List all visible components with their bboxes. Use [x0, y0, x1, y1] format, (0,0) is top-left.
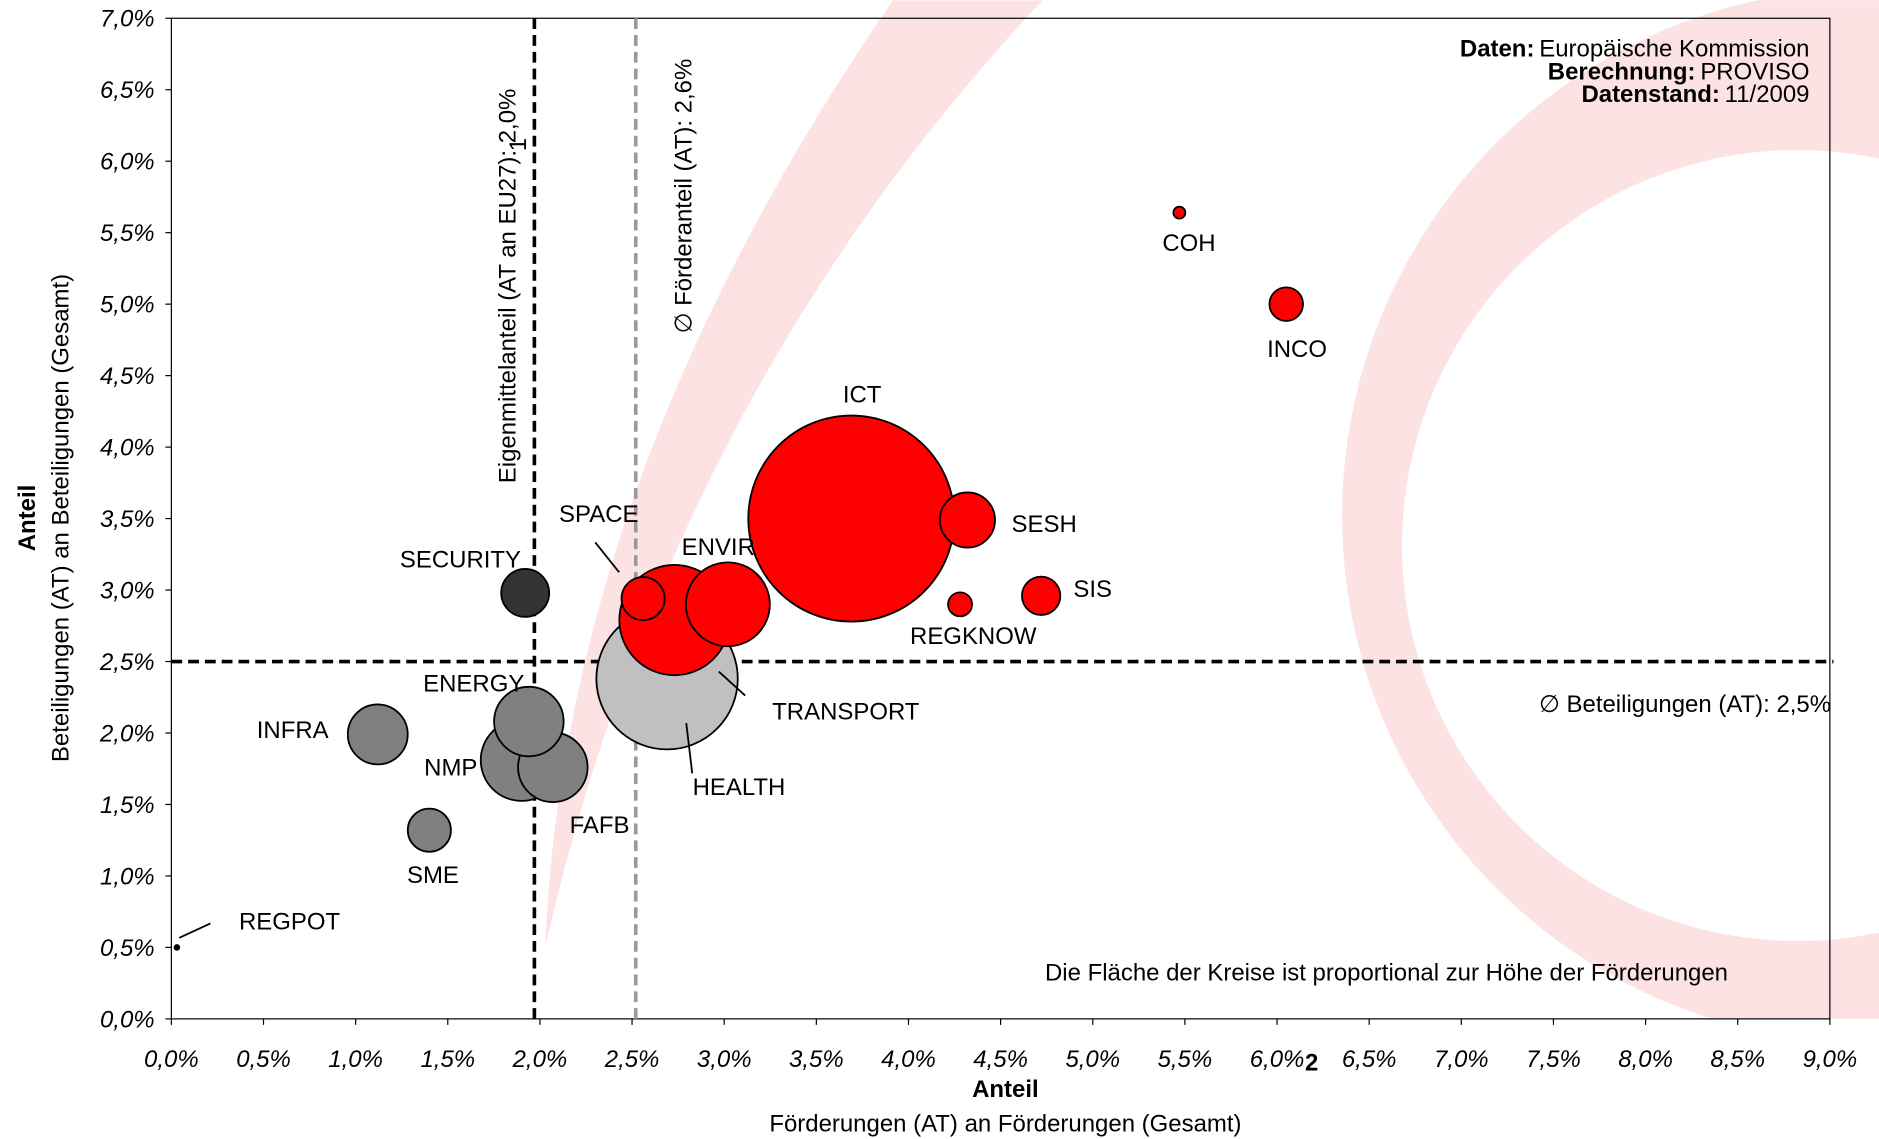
bubble-label: ICT — [843, 381, 882, 408]
x-tick-label: 0,5% — [236, 1046, 291, 1073]
x-tick-label: 8,0% — [1618, 1046, 1673, 1073]
reference-label: ∅ Beteiligungen (AT): 2,5% — [1539, 691, 1831, 718]
source-key: Datenstand: — [1581, 81, 1719, 108]
bubble — [346, 703, 409, 766]
reference-note: 1 — [505, 138, 532, 151]
bubble — [406, 807, 452, 853]
ring-inner — [1402, 150, 1879, 941]
y-axis-subtitle: Beteiligungen (AT) an Beteiligungen (Ges… — [47, 274, 74, 762]
bubble — [500, 568, 551, 618]
reference-label: Eigenmittelanteil (AT an EU27): 2,0% — [494, 89, 521, 484]
x-tick-label: 4,0% — [881, 1046, 936, 1073]
y-tick-label: 0,0% — [100, 1006, 155, 1033]
source-key: Berechnung: — [1548, 58, 1696, 85]
source-line: Datenstand: 11/2009 — [1581, 81, 1809, 108]
bubble-label: FAFB — [570, 812, 630, 839]
bubble — [1172, 205, 1187, 220]
y-axis-title: Anteil — [14, 485, 41, 552]
bubble-label: REGKNOW — [910, 623, 1037, 650]
y-tick-label: 1,5% — [100, 792, 155, 819]
bubble-label: SME — [407, 862, 459, 889]
bubble — [620, 576, 666, 622]
bubble-label: SESH — [1012, 511, 1077, 538]
bubble-label: INFRA — [257, 717, 329, 744]
leader-line — [178, 922, 211, 939]
plot-layer: 0,0% 0,5% 1,0% 1,5% 2,0% 2,5% 3,0% 3,5% 4,0% 4,5%… — [14, 6, 1857, 1138]
y-tick-label: 5,0% — [100, 292, 155, 319]
bubble — [747, 414, 956, 623]
bubble — [493, 685, 565, 758]
x-axis-note: 2 — [1305, 1049, 1318, 1076]
source-line: Berechnung: PROVISO — [1548, 58, 1810, 85]
y-tick-label: 2,5% — [99, 649, 155, 676]
y-tick-label: 0,5% — [100, 935, 155, 962]
bubble-label: HEALTH — [693, 774, 786, 801]
bubble-label: SECURITY — [400, 547, 521, 574]
x-tick-label: 9,0% — [1803, 1046, 1858, 1073]
y-tick-label: 3,5% — [100, 506, 155, 533]
x-tick-label: 2,0% — [512, 1046, 568, 1073]
y-tick-label: 6,0% — [100, 149, 155, 176]
leader-line — [594, 541, 620, 573]
y-tick-label: 6,5% — [100, 77, 155, 104]
bubble-label: ENERGY — [423, 671, 524, 698]
reference-label: ∅ Förderanteil (AT): 2,6% — [670, 59, 697, 334]
x-tick-label: 5,5% — [1158, 1046, 1213, 1073]
bubble — [173, 944, 181, 951]
y-tick-label: 1,0% — [100, 863, 155, 890]
y-tick-label: 7,0% — [100, 6, 155, 33]
leader-line — [718, 670, 746, 697]
bubble-label: INCO — [1267, 336, 1327, 363]
source-value: 11/2009 — [1725, 81, 1810, 108]
source-value: Europäische Kommission — [1539, 36, 1809, 63]
y-tick-label: 4,0% — [100, 434, 155, 461]
bubble-label: REGPOT — [239, 908, 341, 935]
x-tick-label: 1,5% — [420, 1046, 475, 1073]
bubble — [685, 561, 771, 648]
x-tick-label: 6,0% — [1250, 1046, 1305, 1073]
bubble-label: TRANSPORT — [772, 699, 920, 726]
x-tick-label: 3,5% — [789, 1046, 844, 1073]
y-tick-label: 3,0% — [100, 577, 155, 604]
bubble — [947, 591, 973, 618]
bubble — [1268, 286, 1304, 322]
bubble-label: ENVIR — [682, 534, 755, 561]
x-tick-label: 8,5% — [1710, 1046, 1765, 1073]
bubble-label: SPACE — [559, 501, 638, 528]
x-tick-label: 1,0% — [328, 1046, 383, 1073]
x-tick-label: 0,0% — [144, 1046, 199, 1073]
y-tick-label: 4,5% — [100, 363, 155, 390]
x-tick-label: 7,5% — [1526, 1046, 1581, 1073]
source-value: PROVISO — [1700, 58, 1809, 85]
x-axis-title: Anteil — [972, 1076, 1039, 1103]
source-line: Daten: Europäische Kommission — [1460, 36, 1810, 63]
x-tick-label: 6,5% — [1342, 1046, 1397, 1073]
y-tick-label: 5,5% — [100, 220, 155, 247]
x-tick-label: 2,5% — [604, 1046, 660, 1073]
x-tick-label: 3,0% — [697, 1046, 752, 1073]
bubble — [938, 491, 996, 549]
bubble-label: NMP — [424, 755, 477, 782]
bubble-label: COH — [1162, 230, 1215, 257]
leader-line — [685, 722, 694, 774]
bubble — [1021, 575, 1062, 616]
annotation: Die Fläche der Kreise ist proportional z… — [1045, 960, 1728, 987]
x-tick-label: 5,0% — [1065, 1046, 1120, 1073]
bubble-label: SIS — [1073, 576, 1112, 603]
swoosh — [545, 0, 1043, 947]
x-tick-label: 4,5% — [973, 1046, 1028, 1073]
background-decoration — [545, 0, 1879, 1019]
y-tick-label: 2,0% — [99, 720, 155, 747]
x-tick-label: 7,0% — [1434, 1046, 1489, 1073]
x-axis-subtitle: Förderungen (AT) an Förderungen (Gesamt) — [769, 1111, 1241, 1138]
source-key: Daten: — [1460, 36, 1535, 63]
